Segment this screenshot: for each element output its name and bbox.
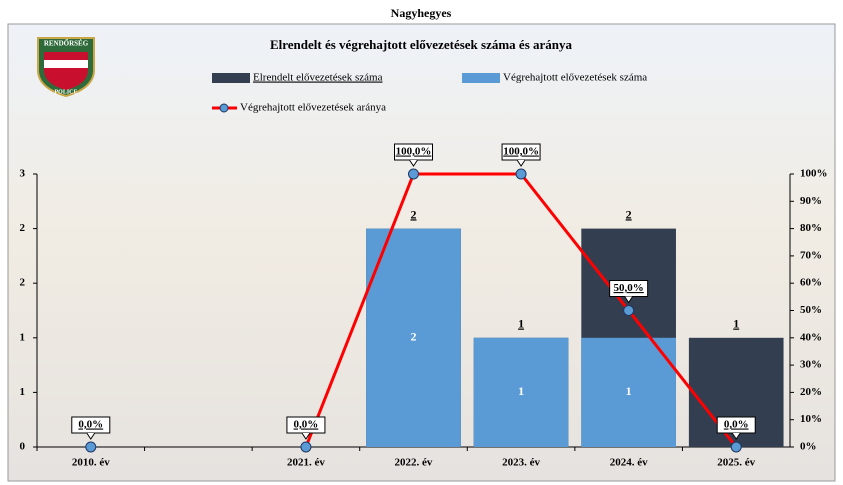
rate-marker [624,306,634,316]
logo: RENDŐRSÉG POLICE [38,38,94,96]
logo-bottom-text: POLICE [54,89,77,95]
legend-marker [220,104,228,112]
x-tick-label: 2024. év [610,457,648,469]
x-tick-label: 2023. év [502,457,540,469]
y2-tick-label: 80% [800,222,822,234]
bar-value-label: 1 [626,384,632,398]
bar-value-label: 1 [518,384,524,398]
y-tick-label: 2 [20,277,26,289]
y2-tick-label: 60% [800,277,822,289]
x-tick-label: 2021. év [287,457,325,469]
chart-title: Nagyhegyes [391,6,452,20]
y2-tick-label: 0% [800,441,817,453]
bar-total-label: 1 [733,317,739,331]
rate-marker [86,442,96,452]
y2-tick-label: 70% [800,249,822,261]
rate-value-label: 100,0% [503,146,539,158]
y2-tick-label: 10% [800,413,822,425]
y-tick-label: 3 [20,168,26,180]
legend-swatch [212,73,250,83]
x-tick-label: 2022. év [395,457,433,469]
rate-marker [731,442,741,452]
logo-top-text: RENDŐRSÉG [44,40,89,48]
legend-label: Végrehajtott elővezetések aránya [240,102,386,114]
bar-total-label: 1 [518,317,524,331]
x-tick-label: 2010. év [72,457,110,469]
rate-marker [409,169,419,179]
rate-value-label: 0,0% [294,419,319,431]
bar-total-label: 2 [626,207,632,221]
y2-tick-label: 20% [800,386,822,398]
y2-tick-label: 100% [800,168,828,180]
y2-tick-label: 40% [800,331,822,343]
x-tick-label: 2025. év [717,457,755,469]
rate-value-label: 0,0% [724,419,749,431]
rate-marker [301,442,311,452]
rate-value-label: 0,0% [78,419,103,431]
y-tick-label: 1 [20,331,26,343]
y2-tick-label: 50% [800,304,822,316]
rate-value-label: 100,0% [396,146,432,158]
y2-tick-label: 90% [800,195,822,207]
legend-swatch [462,73,500,83]
chart-subtitle: Elrendelt és végrehajtott elővezetések s… [270,37,573,52]
rate-value-label: 50,0% [614,282,644,294]
y-tick-label: 2 [20,222,26,234]
bar-value-label: 2 [411,330,417,344]
legend-label: Elrendelt elővezetések száma [253,72,383,84]
bar-total-label: 2 [411,207,417,221]
y-tick-label: 1 [20,386,26,398]
legend-label: Végrehajtott elővezetések száma [503,72,647,84]
rate-marker [516,169,526,179]
chart: RENDŐRSÉG POLICE Nagyhegyes Elrendelt és… [0,0,843,485]
y2-tick-label: 30% [800,359,822,371]
y-tick-label: 0 [20,441,26,453]
